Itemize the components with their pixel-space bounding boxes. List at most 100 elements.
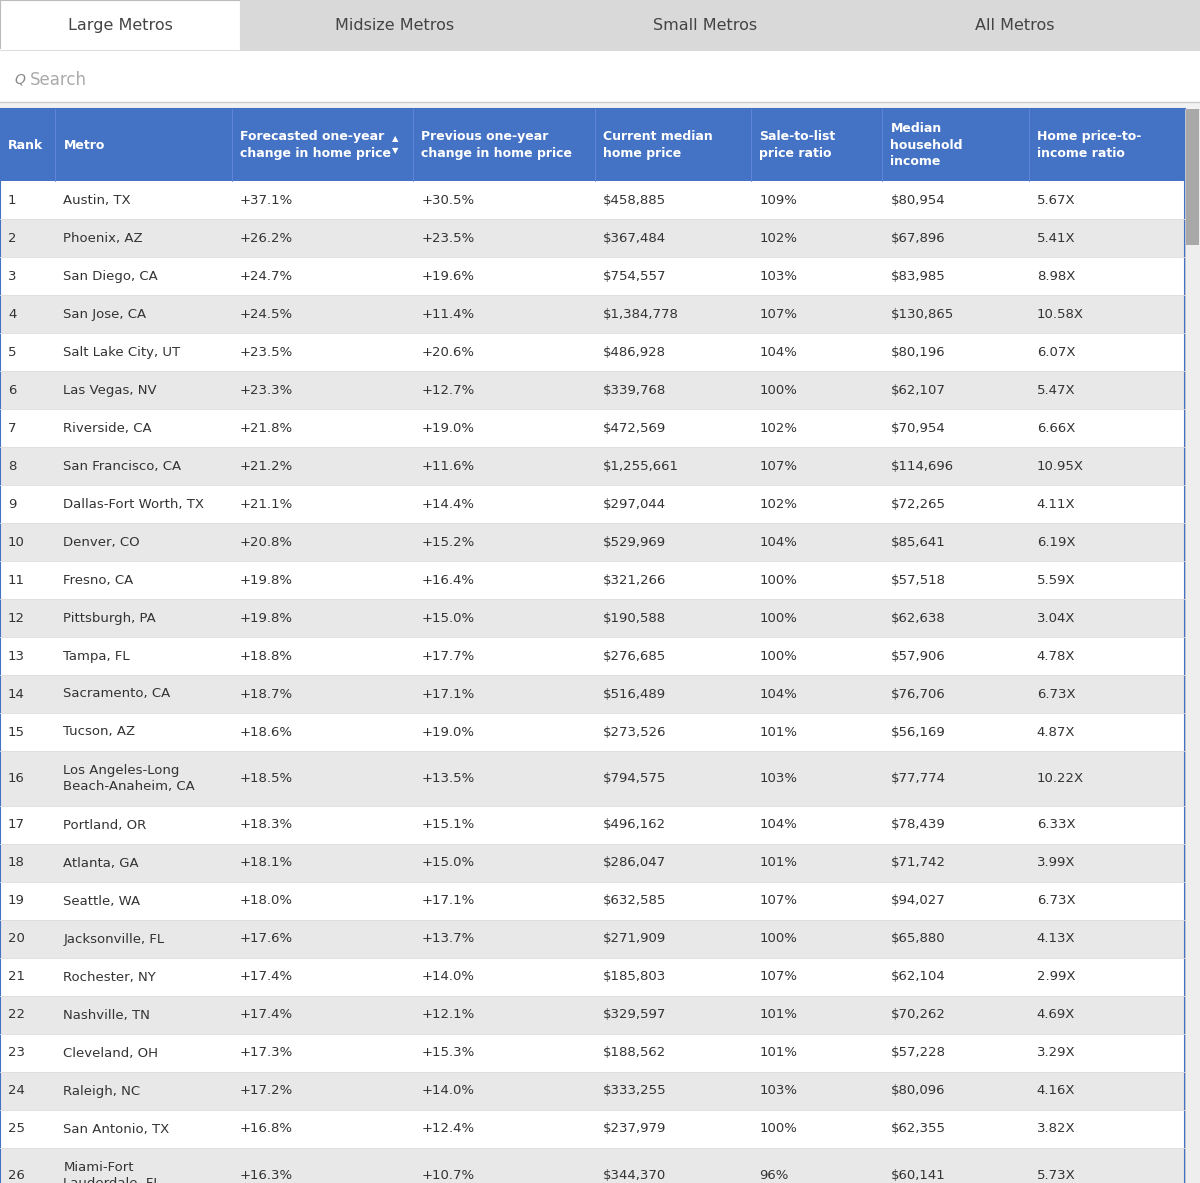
- Text: 100%: 100%: [760, 574, 797, 587]
- Text: Riverside, CA: Riverside, CA: [64, 421, 152, 434]
- Bar: [0, 49, 240, 53]
- Text: 107%: 107%: [760, 894, 797, 907]
- Text: +14.0%: +14.0%: [421, 970, 474, 983]
- Text: $57,906: $57,906: [890, 649, 946, 662]
- Text: $190,588: $190,588: [604, 612, 666, 625]
- Text: +16.4%: +16.4%: [421, 574, 474, 587]
- Text: $1,255,661: $1,255,661: [604, 459, 679, 472]
- Text: 11: 11: [8, 574, 25, 587]
- Text: 107%: 107%: [760, 970, 797, 983]
- Text: +19.6%: +19.6%: [421, 270, 474, 283]
- Text: $286,047: $286,047: [604, 856, 666, 870]
- Text: 102%: 102%: [760, 232, 797, 245]
- Bar: [0, 109, 1186, 181]
- Bar: [0, 0, 240, 50]
- Text: Small Metros: Small Metros: [653, 18, 757, 32]
- Text: +16.8%: +16.8%: [240, 1123, 293, 1136]
- Text: Tampa, FL: Tampa, FL: [64, 649, 130, 662]
- Text: 2: 2: [8, 232, 17, 245]
- Bar: [0, 675, 1186, 713]
- Text: 96%: 96%: [760, 1169, 788, 1182]
- Bar: [0, 1034, 1186, 1072]
- Text: $486,928: $486,928: [604, 345, 666, 358]
- Text: $472,569: $472,569: [604, 421, 666, 434]
- Text: San Antonio, TX: San Antonio, TX: [64, 1123, 169, 1136]
- Text: 101%: 101%: [760, 725, 797, 738]
- Text: $271,909: $271,909: [604, 932, 666, 945]
- Text: 5.47X: 5.47X: [1037, 383, 1075, 396]
- Text: 5.59X: 5.59X: [1037, 574, 1075, 587]
- Text: +18.0%: +18.0%: [240, 894, 293, 907]
- Text: 101%: 101%: [760, 856, 797, 870]
- Text: $94,027: $94,027: [890, 894, 946, 907]
- Text: Nashville, TN: Nashville, TN: [64, 1008, 150, 1021]
- Text: $237,979: $237,979: [604, 1123, 666, 1136]
- Text: Rank: Rank: [8, 138, 43, 151]
- Text: +12.1%: +12.1%: [421, 1008, 475, 1021]
- Text: +37.1%: +37.1%: [240, 194, 293, 207]
- Text: +17.1%: +17.1%: [421, 894, 475, 907]
- Text: +18.8%: +18.8%: [240, 649, 293, 662]
- Text: +18.5%: +18.5%: [240, 772, 293, 786]
- Text: +30.5%: +30.5%: [421, 194, 475, 207]
- Text: $62,104: $62,104: [890, 970, 946, 983]
- Text: Denver, CO: Denver, CO: [64, 536, 140, 549]
- Text: +17.7%: +17.7%: [421, 649, 475, 662]
- Text: Salt Lake City, UT: Salt Lake City, UT: [64, 345, 180, 358]
- Text: +18.1%: +18.1%: [240, 856, 293, 870]
- Bar: [0, 0, 1200, 50]
- Text: $367,484: $367,484: [604, 232, 666, 245]
- Text: +13.5%: +13.5%: [421, 772, 475, 786]
- Text: +23.5%: +23.5%: [421, 232, 475, 245]
- Text: 3.29X: 3.29X: [1037, 1047, 1075, 1060]
- Text: +14.0%: +14.0%: [421, 1085, 474, 1098]
- Text: 3.04X: 3.04X: [1037, 612, 1075, 625]
- Text: Raleigh, NC: Raleigh, NC: [64, 1085, 140, 1098]
- Text: $185,803: $185,803: [604, 970, 666, 983]
- Text: 2.99X: 2.99X: [1037, 970, 1075, 983]
- Text: 6.19X: 6.19X: [1037, 536, 1075, 549]
- Text: Dallas-Fort Worth, TX: Dallas-Fort Worth, TX: [64, 498, 204, 511]
- Text: 19: 19: [8, 894, 25, 907]
- Text: $67,896: $67,896: [890, 232, 946, 245]
- Bar: [0, 257, 1186, 295]
- Text: Tucson, AZ: Tucson, AZ: [64, 725, 136, 738]
- Text: +15.0%: +15.0%: [421, 612, 475, 625]
- Text: 24: 24: [8, 1085, 25, 1098]
- Text: +11.6%: +11.6%: [421, 459, 475, 472]
- Text: +16.3%: +16.3%: [240, 1169, 293, 1182]
- Text: $114,696: $114,696: [890, 459, 954, 472]
- Text: +17.1%: +17.1%: [421, 687, 475, 700]
- Text: 104%: 104%: [760, 819, 797, 832]
- Text: 6.66X: 6.66X: [1037, 421, 1075, 434]
- Bar: [0, 636, 1186, 675]
- Bar: [0, 751, 1186, 806]
- Text: Portland, OR: Portland, OR: [64, 819, 146, 832]
- Text: 102%: 102%: [760, 421, 797, 434]
- Bar: [0, 1072, 1186, 1110]
- Text: Fresno, CA: Fresno, CA: [64, 574, 133, 587]
- Text: Midsize Metros: Midsize Metros: [336, 18, 455, 32]
- Text: Austin, TX: Austin, TX: [64, 194, 131, 207]
- Text: +21.2%: +21.2%: [240, 459, 293, 472]
- Text: 100%: 100%: [760, 383, 797, 396]
- Text: 3.99X: 3.99X: [1037, 856, 1075, 870]
- Text: 22: 22: [8, 1008, 25, 1021]
- Text: +21.1%: +21.1%: [240, 498, 293, 511]
- Text: $80,196: $80,196: [890, 345, 946, 358]
- Text: $57,518: $57,518: [890, 574, 946, 587]
- Text: +18.3%: +18.3%: [240, 819, 293, 832]
- Text: 5.67X: 5.67X: [1037, 194, 1075, 207]
- Bar: [0, 599, 1186, 636]
- Text: 20: 20: [8, 932, 25, 945]
- Text: Cleveland, OH: Cleveland, OH: [64, 1047, 158, 1060]
- Bar: [0, 883, 1186, 920]
- Bar: [0, 409, 1186, 447]
- Text: $65,880: $65,880: [890, 932, 946, 945]
- Text: 1: 1: [8, 194, 17, 207]
- Text: +15.2%: +15.2%: [421, 536, 475, 549]
- Text: $276,685: $276,685: [604, 649, 666, 662]
- Text: 102%: 102%: [760, 498, 797, 511]
- Text: 8.98X: 8.98X: [1037, 270, 1075, 283]
- Text: Phoenix, AZ: Phoenix, AZ: [64, 232, 143, 245]
